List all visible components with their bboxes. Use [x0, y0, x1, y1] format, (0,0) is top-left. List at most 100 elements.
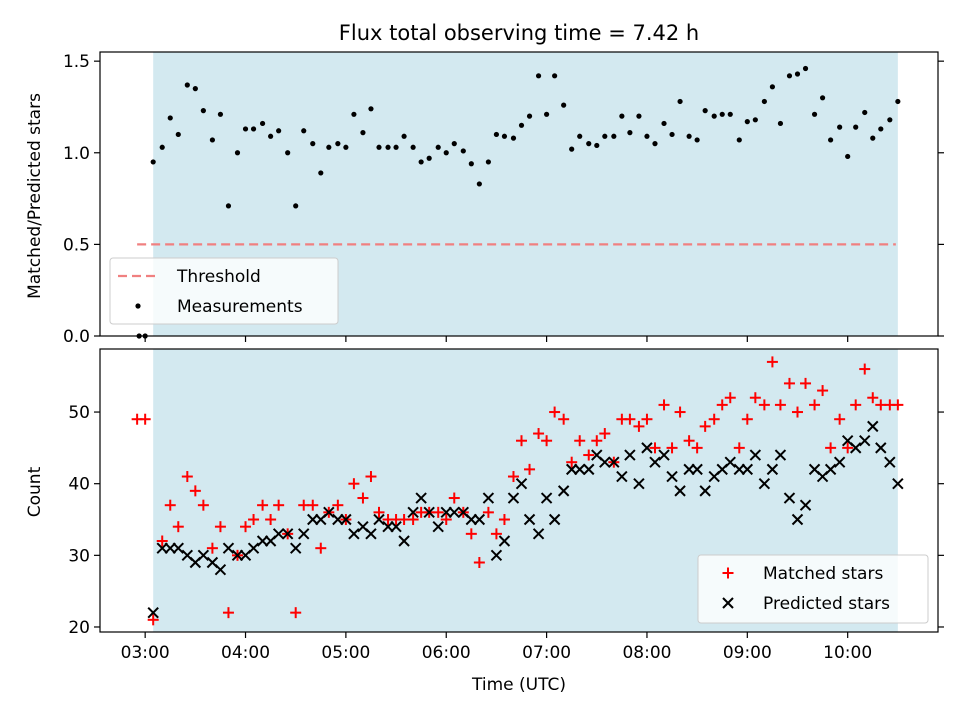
measurement-point — [501, 133, 508, 139]
measurement-point — [627, 130, 633, 136]
predicted-star-point — [758, 477, 771, 490]
predicted-star-stroke — [197, 549, 210, 562]
predicted-star-stroke — [616, 470, 628, 483]
matched-star-point — [222, 607, 234, 619]
predicted-star-point — [373, 513, 385, 526]
measurement-point — [167, 115, 173, 121]
predicted-star-point — [666, 470, 678, 483]
predicted-star-point — [859, 434, 871, 447]
measurement-point — [368, 106, 374, 112]
ratio-y-tick-label: 1.5 — [63, 52, 90, 72]
matched-star-point — [649, 442, 661, 454]
predicted-star-stroke — [548, 513, 561, 526]
matched-star-point — [348, 478, 360, 490]
predicted-star-stroke — [206, 556, 219, 569]
predicted-star-stroke — [691, 463, 703, 476]
predicted-star-point — [214, 563, 227, 576]
matched-star-point — [248, 514, 260, 526]
ratio-y-tick-label: 1.0 — [63, 144, 90, 164]
matched-star-point — [566, 456, 578, 468]
measurement-point — [577, 133, 583, 139]
measurement-point — [870, 135, 876, 141]
measurement-point — [468, 161, 474, 167]
predicted-star-stroke — [799, 499, 812, 511]
predicted-star-stroke — [523, 513, 536, 526]
matched-star-point — [516, 435, 528, 447]
predicted-star-point — [691, 463, 703, 476]
measurement-point — [837, 124, 843, 130]
measurement-point — [828, 137, 834, 143]
matched-star-point — [147, 614, 159, 626]
predicted-star-point — [407, 506, 419, 519]
matched-star-point — [315, 542, 327, 554]
predicted-star-point — [548, 513, 561, 526]
measurement-point — [719, 111, 725, 117]
measurement-point — [259, 120, 266, 127]
x-tick-label: 05:00 — [321, 643, 370, 663]
predicted-star-point — [741, 463, 754, 476]
predicted-star-stroke — [340, 513, 352, 526]
matched-star-point — [357, 492, 369, 504]
matched-star-point — [172, 521, 184, 533]
matched-star-point — [407, 514, 419, 526]
predicted-star-stroke — [147, 606, 159, 619]
predicted-star-stroke — [532, 528, 545, 540]
count-legend: Matched stars Predicted stars — [697, 554, 929, 624]
measurement-point — [636, 113, 642, 119]
predicted-star-stroke — [348, 528, 360, 540]
predicted-star-stroke — [507, 492, 520, 504]
matched-star-point — [683, 435, 695, 447]
predicted-star-stroke — [181, 549, 194, 562]
matched-star-point — [156, 535, 168, 547]
measurement-point — [543, 111, 550, 117]
predicted-star-stroke — [749, 449, 762, 461]
measurement-point — [150, 159, 156, 165]
predicted-star-point — [398, 535, 410, 547]
legend-matched-label: Matched stars — [763, 564, 883, 584]
ratio-panel: 0.0 0.5 1.0 1.5 Threshold Measurements — [63, 51, 944, 347]
predicted-star-stroke — [365, 528, 377, 540]
x-tick-label: 08:00 — [622, 643, 671, 663]
matched-star-point — [691, 442, 703, 454]
predicted-star-point — [583, 463, 595, 476]
matched-star-point — [533, 428, 545, 440]
measurement-point — [301, 128, 307, 134]
predicted-star-stroke — [247, 542, 260, 554]
measurement-point — [777, 120, 784, 127]
count-y-tick-label: 40 — [68, 475, 90, 495]
predicted-star-stroke — [515, 477, 528, 490]
matched-star-point — [859, 363, 871, 375]
predicted-star-point — [749, 449, 762, 461]
x-tick-label: 04:00 — [221, 643, 270, 663]
predicted-star-point — [599, 456, 611, 468]
predicted-star-stroke — [398, 535, 410, 547]
matched-star-point — [189, 485, 201, 497]
measurement-point — [326, 144, 332, 150]
predicted-star-stroke — [824, 463, 837, 476]
matched-star-point — [783, 377, 795, 389]
predicted-star-stroke — [892, 477, 904, 490]
measurement-point — [619, 113, 625, 119]
predicted-star-stroke — [608, 456, 620, 468]
predicted-star-point — [298, 528, 310, 540]
predicted-star-stroke — [641, 442, 653, 454]
predicted-star-point — [340, 513, 352, 526]
count-y-tick-label: 20 — [68, 618, 90, 638]
measurement-point — [393, 144, 399, 150]
measurement-point — [677, 98, 683, 105]
predicted-star-stroke — [473, 513, 486, 526]
legend-predicted-label: Predicted stars — [763, 594, 890, 614]
predicted-star-point — [498, 535, 511, 547]
predicted-star-point — [523, 513, 536, 526]
measurement-point — [418, 159, 424, 165]
matched-star-point — [809, 399, 821, 411]
predicted-star-stroke — [841, 434, 854, 447]
ratio-y-tick-label: 0.0 — [63, 327, 90, 347]
measurement-point — [335, 141, 341, 147]
predicted-star-stroke — [724, 456, 736, 468]
predicted-star-point — [448, 506, 460, 519]
predicted-star-stroke — [323, 506, 335, 519]
figure-title: Flux total observing time = 7.42 h — [339, 21, 699, 45]
measurement-point — [476, 181, 482, 187]
measurement-point — [410, 144, 416, 150]
